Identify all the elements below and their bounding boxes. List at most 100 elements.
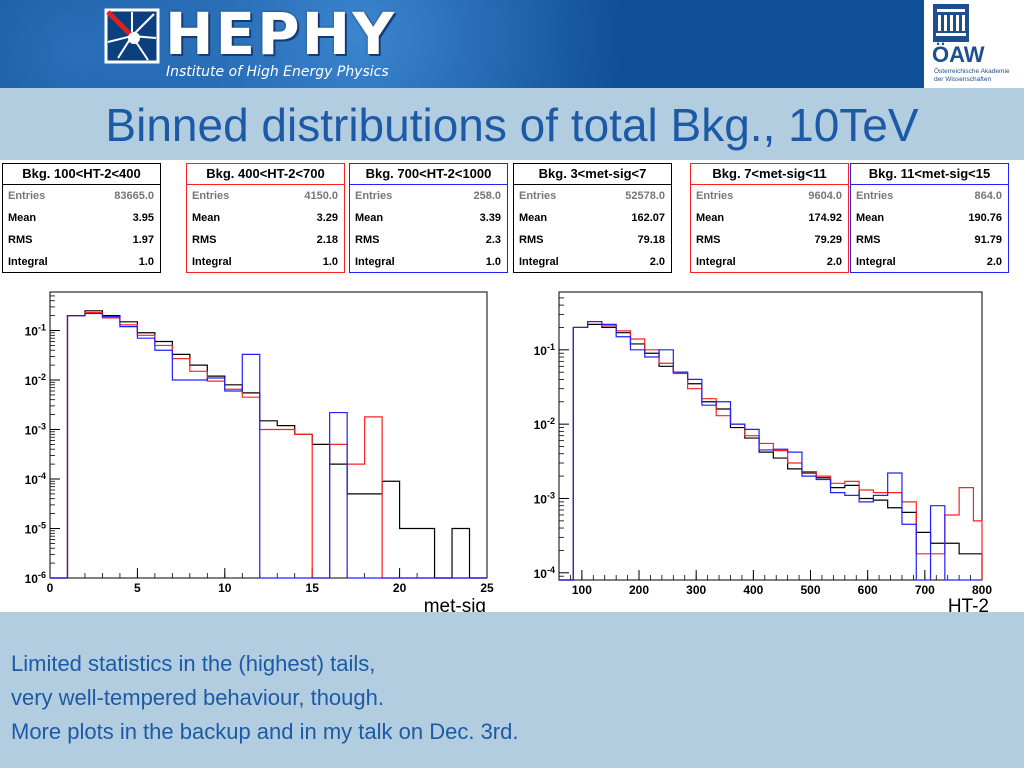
stats-value: 79.29 (814, 234, 842, 246)
stats-row-mean: Mean 3.95 (3, 207, 160, 229)
x-tick-label: 10 (218, 581, 232, 595)
x-tick-label: 600 (858, 583, 878, 597)
stats-row-rms: RMS 79.29 (691, 229, 848, 251)
stats-value: 2.3 (485, 234, 501, 246)
bullet-line: very well-tempered behaviour, though. (11, 685, 384, 710)
y-tick-base: 10 (25, 424, 39, 438)
y-tick-base: 10 (25, 572, 39, 586)
x-axis-title: HT-2 (948, 596, 989, 612)
stats-value: 2.0 (986, 256, 1002, 268)
stats-row-rms: RMS 1.97 (3, 229, 160, 251)
bullet-text: Limited statistics in the (highest) tail… (11, 647, 518, 749)
stats-value: 2.18 (316, 234, 338, 246)
stats-row-mean: Mean 162.07 (514, 207, 671, 229)
y-tick-label: 10-3 (25, 422, 46, 438)
stats-value: 864.0 (974, 190, 1002, 202)
stats-label: Mean (519, 212, 548, 224)
y-tick-label: 10-5 (25, 521, 46, 537)
stats-row-mean: Mean 3.39 (350, 207, 507, 229)
bullet-line: Limited statistics in the (highest) tail… (11, 651, 376, 676)
y-tick-label: 10-4 (534, 565, 555, 581)
stats-row-rms: RMS 2.3 (350, 229, 507, 251)
x-tick-label: 20 (393, 581, 407, 595)
stats-row-entries: Entries 52578.0 (514, 185, 671, 207)
y-tick-label: 10-1 (534, 342, 555, 358)
stats-value: 3.39 (479, 212, 501, 224)
stats-row-integral: Integral 2.0 (851, 251, 1008, 272)
plot-frame (49, 291, 488, 579)
y-tick-base: 10 (534, 492, 548, 506)
stats-value: 52578.0 (625, 190, 665, 202)
y-tick-exponent: -4 (547, 565, 555, 575)
y-tick-exponent: -3 (547, 490, 555, 500)
building-icon (933, 4, 969, 42)
y-tick-label: 10-2 (25, 372, 46, 388)
stats-box-title: Bkg. 700<HT-2<1000 (350, 164, 507, 185)
y-tick-exponent: -2 (547, 416, 555, 426)
stats-row-integral: Integral 2.0 (691, 251, 848, 272)
y-tick-label: 10-1 (25, 323, 46, 339)
stats-row-mean: Mean 190.76 (851, 207, 1008, 229)
header-banner: HEPHY Institute of High Energy Physics (0, 0, 1024, 88)
oaw-subtext: Österreichische Akademie der Wissenschaf… (934, 68, 1024, 84)
stats-box-title: Bkg. 400<HT-2<700 (187, 164, 344, 185)
x-tick-label: 400 (743, 583, 763, 597)
stats-row-entries: Entries 4150.0 (187, 185, 344, 207)
stats-row-entries: Entries 258.0 (350, 185, 507, 207)
x-tick-label: 25 (480, 581, 494, 595)
stats-value: 91.79 (974, 234, 1002, 246)
y-tick-exponent: -4 (38, 471, 46, 481)
stats-row-rms: RMS 2.18 (187, 229, 344, 251)
stats-label: Integral (192, 256, 232, 268)
y-tick-base: 10 (25, 523, 39, 537)
stats-row-entries: Entries 83665.0 (3, 185, 160, 207)
stats-row-integral: Integral 1.0 (350, 251, 507, 272)
stats-box: Bkg. 7<met-sig<11 Entries 9604.0 Mean 174.92… (690, 163, 849, 273)
y-tick-exponent: -3 (38, 422, 46, 432)
histogram-series-blue (50, 312, 487, 579)
stats-value: 4150.0 (304, 190, 338, 202)
stats-label: Integral (519, 256, 559, 268)
hephy-emblem-icon (104, 8, 160, 64)
stats-row-integral: Integral 1.0 (3, 251, 160, 272)
stats-box-title: Bkg. 3<met-sig<7 (514, 164, 671, 185)
stats-box-title: Bkg. 7<met-sig<11 (691, 164, 848, 185)
x-tick-label: 5 (134, 581, 141, 595)
hephy-logo-text: HEPHY (165, 0, 397, 68)
slide-title: Binned distributions of total Bkg., 10Te… (105, 99, 919, 151)
stats-label: Integral (856, 256, 896, 268)
y-tick-base: 10 (25, 473, 39, 487)
stats-box: Bkg. 700<HT-2<1000 Entries 258.0 Mean 3.39 RM… (349, 163, 508, 273)
stats-row-mean: Mean 3.29 (187, 207, 344, 229)
stats-label: RMS (696, 234, 721, 246)
y-tick-exponent: -1 (547, 342, 555, 352)
y-tick-base: 10 (25, 374, 39, 388)
stats-box: Bkg. 400<HT-2<700 Entries 4150.0 Mean 3.29 RM… (186, 163, 345, 273)
stats-label: Integral (8, 256, 48, 268)
stats-label: Integral (355, 256, 395, 268)
x-tick-label: 15 (306, 581, 320, 595)
stats-value: 190.76 (968, 212, 1002, 224)
stats-label: Entries (192, 190, 230, 202)
stats-label: Mean (696, 212, 725, 224)
stats-label: Integral (696, 256, 736, 268)
stats-value: 1.0 (485, 256, 501, 268)
stats-value: 1.0 (322, 256, 338, 268)
stats-label: Mean (856, 212, 885, 224)
stats-row-integral: Integral 2.0 (514, 251, 671, 272)
stats-value: 2.0 (826, 256, 842, 268)
stats-row-rms: RMS 79.18 (514, 229, 671, 251)
stats-value: 162.07 (631, 212, 665, 224)
stats-label: Mean (8, 212, 37, 224)
stats-label: Mean (192, 212, 221, 224)
x-tick-label: 0 (47, 581, 54, 595)
stats-label: Entries (696, 190, 734, 202)
x-tick-label: 800 (972, 583, 992, 597)
stats-value: 1.97 (132, 234, 154, 246)
stats-label: RMS (519, 234, 544, 246)
stats-value: 2.0 (649, 256, 665, 268)
x-tick-label: 700 (915, 583, 935, 597)
x-tick-label: 200 (629, 583, 649, 597)
stats-row-integral: Integral 1.0 (187, 251, 344, 272)
